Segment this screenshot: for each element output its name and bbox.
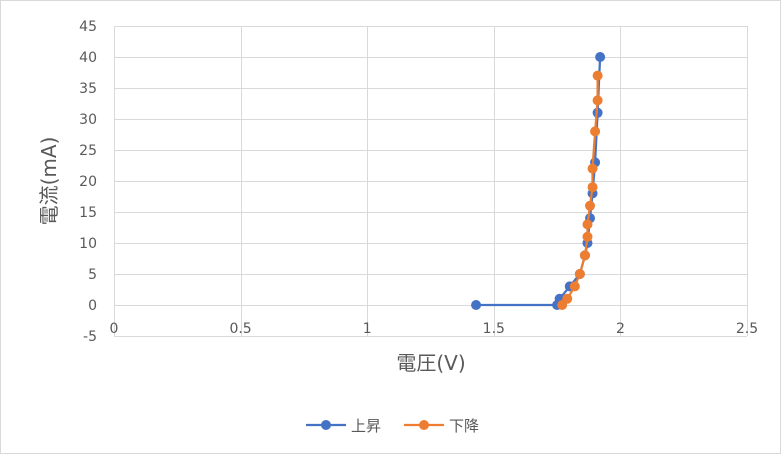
y-tick-label: 15 [79,205,97,221]
data-point [588,182,598,192]
y-tick-label: -5 [83,329,97,345]
data-point [590,126,600,136]
data-point [557,300,567,310]
data-point [588,164,598,174]
x-tick-label: 1.5 [483,321,505,337]
data-point [595,52,605,62]
data-point [593,71,603,81]
legend-label: 上昇 [351,417,381,435]
legend-item: 下降 [404,417,479,435]
y-tick-label: 35 [79,81,97,97]
gridlines [114,26,748,337]
data-point [582,232,592,242]
x-axis-title: 電圧(V) [396,351,465,375]
y-tick-label: 5 [88,267,97,283]
x-tick-label: 0.5 [229,321,251,337]
data-point [471,300,481,310]
y-tick-label: 45 [79,19,97,35]
legend-marker [419,420,429,430]
data-point [575,269,585,279]
x-tick-label: 2.5 [736,321,758,337]
y-tick-label: 30 [79,112,97,128]
data-point [582,219,592,229]
legend: 上昇 下降 [306,417,479,435]
x-tick-label: 1 [363,321,372,337]
data-point [585,201,595,211]
y-tick-label: 0 [88,298,97,314]
y-tick-label: 40 [79,50,97,66]
y-axis-title: 電流(mA) [37,137,61,226]
legend-marker [321,420,331,430]
x-tick-label: 2 [616,321,625,337]
data-point [570,281,580,291]
y-tick-label: 25 [79,143,97,159]
y-tick-label: 20 [79,174,97,190]
data-point [580,250,590,260]
x-tick-label: 0 [110,321,119,337]
legend-item: 上昇 [306,417,381,435]
data-point [593,95,603,105]
y-tick-label: 10 [79,236,97,252]
legend-label: 下降 [449,417,479,435]
